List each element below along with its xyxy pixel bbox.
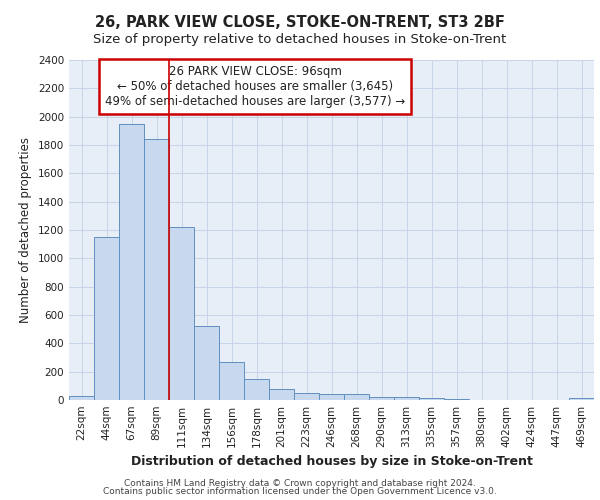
Text: Size of property relative to detached houses in Stoke-on-Trent: Size of property relative to detached ho… — [94, 32, 506, 46]
Bar — [219, 362, 244, 400]
Y-axis label: Number of detached properties: Number of detached properties — [19, 137, 32, 323]
Bar — [269, 388, 294, 400]
Bar — [194, 326, 219, 400]
Bar — [569, 398, 594, 400]
Bar — [119, 124, 144, 400]
Text: 26, PARK VIEW CLOSE, STOKE-ON-TRENT, ST3 2BF: 26, PARK VIEW CLOSE, STOKE-ON-TRENT, ST3… — [95, 15, 505, 30]
Text: 26 PARK VIEW CLOSE: 96sqm
← 50% of detached houses are smaller (3,645)
49% of se: 26 PARK VIEW CLOSE: 96sqm ← 50% of detac… — [105, 65, 406, 108]
Bar — [419, 398, 444, 400]
Bar — [94, 237, 119, 400]
Text: Contains HM Land Registry data © Crown copyright and database right 2024.: Contains HM Land Registry data © Crown c… — [124, 478, 476, 488]
X-axis label: Distribution of detached houses by size in Stoke-on-Trent: Distribution of detached houses by size … — [131, 456, 532, 468]
Bar — [294, 393, 319, 400]
Bar — [144, 140, 169, 400]
Bar — [394, 398, 419, 400]
Bar — [369, 397, 394, 400]
Bar — [244, 379, 269, 400]
Bar — [69, 396, 94, 400]
Text: Contains public sector information licensed under the Open Government Licence v3: Contains public sector information licen… — [103, 487, 497, 496]
Bar — [344, 394, 369, 400]
Bar — [169, 227, 194, 400]
Bar — [319, 394, 344, 400]
